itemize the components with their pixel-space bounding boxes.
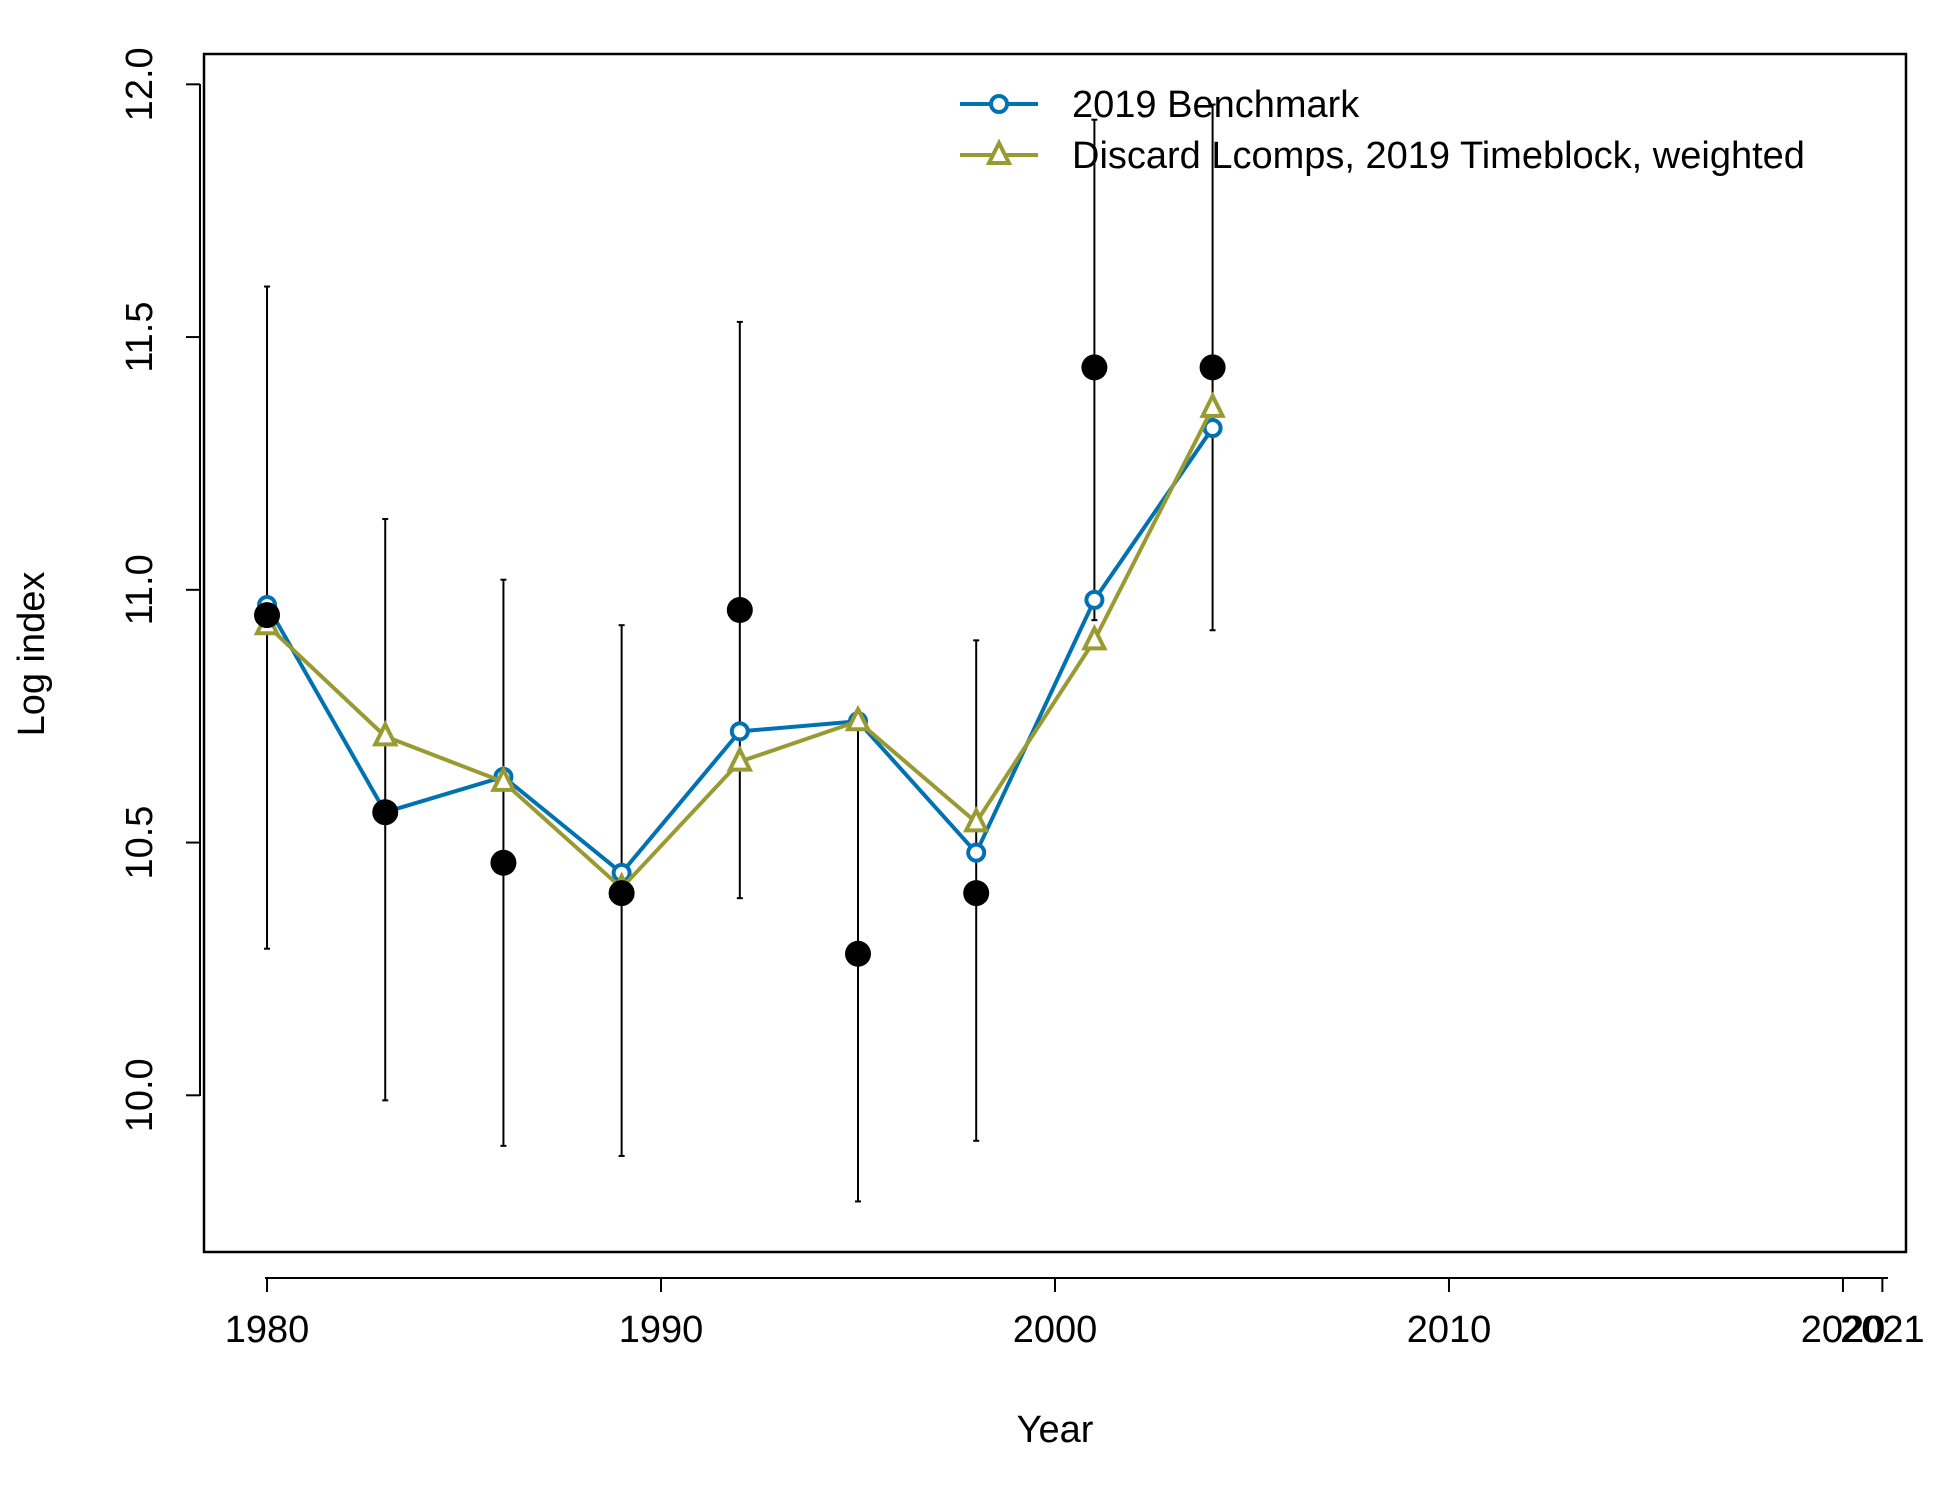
legend-marker-discard (985, 138, 1013, 165)
observed-point (490, 849, 517, 876)
observed-point (963, 880, 990, 907)
y-tick-label: 11.5 (119, 302, 161, 373)
observed-point (254, 602, 281, 629)
series-point (371, 719, 399, 747)
x-tick-label: 2020 (1801, 1309, 1886, 1351)
y-axis-title: Log index (11, 572, 53, 737)
y-axis: 10.0 10.5 11.0 11.5 12.0 (119, 47, 201, 1132)
series-point (490, 765, 517, 792)
series-point (1199, 391, 1226, 418)
y-tick-label: 10.5 (119, 806, 161, 880)
observed-points (254, 354, 1226, 967)
plot-area (202, 52, 1908, 1254)
legend: 2019 Benchmark Discard Lcomps, 2019 Time… (960, 84, 1805, 177)
observed-point (1081, 354, 1108, 381)
x-tick-label: 1980 (225, 1309, 310, 1351)
observed-point (845, 940, 872, 967)
x-tick-label: 2000 (1013, 1309, 1098, 1351)
observed-point (1199, 354, 1226, 381)
x-tick-label: 1990 (619, 1309, 704, 1351)
series-point (966, 842, 987, 863)
observed-point (608, 880, 635, 907)
series-point (729, 721, 750, 742)
legend-marker-benchmark (989, 94, 1009, 114)
series-point (726, 745, 754, 772)
observed-point (726, 597, 753, 624)
y-tick-label: 11.0 (119, 554, 161, 625)
series-lines (253, 391, 1226, 899)
series-point (962, 805, 990, 833)
legend-label-benchmark: 2019 Benchmark (1072, 84, 1360, 126)
series-point (1084, 589, 1105, 610)
x-tick-label: 2021 (1840, 1309, 1925, 1351)
x-axis-title: Year (1017, 1409, 1094, 1451)
y-tick-label: 12.0 (119, 47, 161, 121)
legend-label-discard: Discard Lcomps, 2019 Timeblock, weighted (1072, 135, 1805, 177)
series-point (1081, 623, 1108, 651)
observed-point (372, 799, 399, 826)
x-tick-label: 2010 (1407, 1309, 1492, 1351)
error-bars (264, 103, 1216, 1203)
series-point (1202, 418, 1223, 439)
y-tick-label: 10.0 (119, 1058, 161, 1132)
series-point (844, 704, 872, 732)
